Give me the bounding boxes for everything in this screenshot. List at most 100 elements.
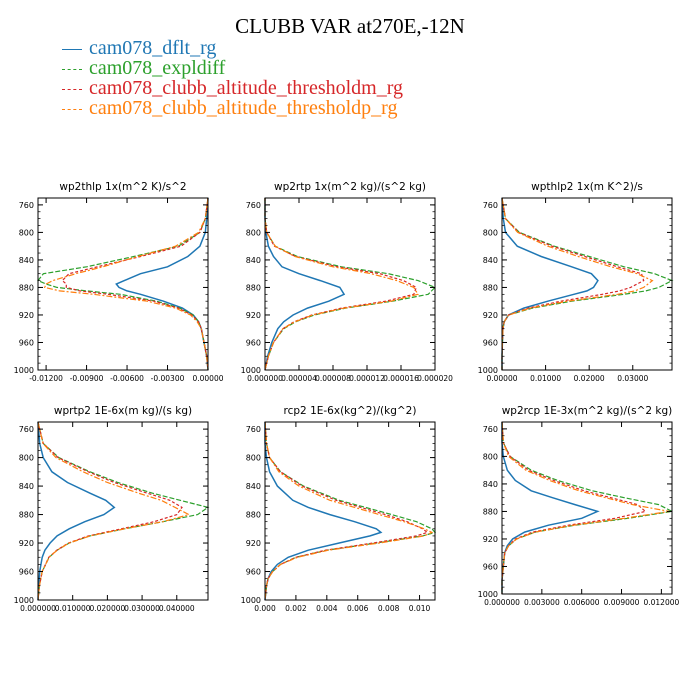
legend-label: cam078_clubb_altitude_thresholdp_rg (89, 97, 398, 119)
y-tick-label: 960 (483, 562, 498, 571)
y-tick-label: 960 (483, 338, 498, 347)
y-tick-label: 760 (19, 201, 34, 210)
plot-frame (501, 197, 673, 371)
y-tick-label: 920 (483, 311, 498, 320)
series-line (61, 197, 209, 371)
y-tick-label: 920 (246, 311, 261, 320)
y-tick-label: 840 (19, 256, 34, 265)
legend-label: cam078_expldiff (89, 57, 226, 79)
x-tick-label: 0.006 (347, 604, 369, 613)
subplot: rcp2 1E-6x(kg^2)/(kg^2) 760 800 840 880 920 96… (241, 405, 437, 613)
series-line (264, 421, 437, 601)
legend-swatch (62, 48, 82, 50)
legend: cam078_dflt_rg cam078_expldiff cam078_cl… (62, 38, 403, 118)
y-tick-label: 880 (19, 283, 34, 292)
x-tick-label: 0.000 (254, 604, 276, 613)
y-tick-label: 880 (483, 283, 498, 292)
figure-title: CLUBB VAR at270E,-12N (235, 14, 465, 38)
x-tick-label: 0.030000 (124, 604, 160, 613)
y-tick-label: 880 (246, 511, 261, 520)
y-tick-label: 800 (19, 454, 34, 463)
plot-frame (264, 421, 436, 601)
x-tick-label: -0.01200 (29, 374, 63, 383)
x-tick-label: 0.000012 (349, 374, 385, 383)
x-tick-label: 0.000008 (315, 374, 351, 383)
y-tick-label: 960 (246, 568, 261, 577)
plot-frame (501, 421, 673, 595)
subplot: wpthlp2 1x(m K^2)/s 760 800 840 880 920 960 100… (478, 181, 674, 383)
y-tick-label: 840 (246, 482, 261, 491)
y-tick-label: 1000 (14, 366, 34, 375)
y-tick-label: 960 (19, 338, 34, 347)
y-tick-label: 800 (19, 228, 34, 237)
legend-item: cam078_expldiff (62, 58, 403, 78)
y-tick-label: 760 (246, 201, 261, 210)
series-line (115, 197, 209, 371)
x-tick-label: -0.00900 (70, 374, 104, 383)
series-line (43, 197, 209, 371)
series-line (501, 197, 654, 370)
x-tick-label: 0.02000 (574, 374, 605, 383)
x-tick-label: 0.040000 (159, 604, 195, 613)
y-tick-label: 760 (483, 201, 498, 210)
legend-label: cam078_clubb_altitude_thresholdm_rg (89, 77, 404, 99)
legend-item: cam078_dflt_rg (62, 38, 403, 58)
y-tick-label: 920 (19, 539, 34, 548)
y-tick-label: 800 (483, 452, 498, 461)
plot-frame (37, 197, 209, 371)
subplot: wp2rtp 1x(m^2 kg)/(s^2 kg) 760 800 840 880 92… (241, 181, 453, 383)
y-tick-label: 1000 (241, 596, 261, 605)
y-tick-label: 760 (483, 425, 498, 434)
series-line (501, 197, 674, 370)
subplot: wprtp2 1E-6x(m kg)/(s kg) 760 800 840 880 920… (14, 405, 210, 613)
y-tick-label: 920 (246, 539, 261, 548)
y-tick-label: 800 (246, 454, 261, 463)
subplot-title: rcp2 1E-6x(kg^2)/(kg^2) (284, 405, 417, 417)
x-tick-label: 0.012000 (643, 598, 679, 607)
plot-frame (264, 197, 436, 371)
x-tick-label: 0.008 (378, 604, 400, 613)
y-tick-label: 960 (19, 568, 34, 577)
subplot-title: wp2rcp 1E-3x(m^2 kg)/(s^2 kg) (502, 405, 673, 417)
y-tick-label: 1000 (478, 590, 498, 599)
y-tick-label: 840 (483, 480, 498, 489)
y-tick-label: 920 (483, 535, 498, 544)
legend-label: cam078_dflt_rg (89, 37, 217, 59)
series-line (37, 421, 210, 601)
series-line (501, 421, 670, 594)
x-tick-label: 0.000016 (383, 374, 419, 383)
x-tick-label: 0.00000 (192, 374, 223, 383)
y-tick-label: 760 (246, 425, 261, 434)
legend-item: cam078_clubb_altitude_thresholdm_rg (62, 78, 403, 98)
series-line (37, 421, 191, 601)
x-tick-label: 0.010000 (55, 604, 91, 613)
series-line (37, 421, 183, 601)
x-tick-label: 0.020000 (89, 604, 125, 613)
legend-item: cam078_clubb_altitude_thresholdp_rg (62, 98, 403, 118)
series-line (264, 421, 429, 601)
subplot: wp2rcp 1E-3x(m^2 kg)/(s^2 kg) 760 800 840 88… (478, 405, 680, 607)
series-line (264, 198, 418, 371)
plot-frame (37, 421, 209, 601)
x-tick-label: -0.00600 (110, 374, 144, 383)
series-line (501, 422, 600, 594)
x-tick-label: 0.003000 (524, 598, 560, 607)
subplot-title: wpthlp2 1x(m K^2)/s (531, 181, 643, 193)
x-tick-label: 0.00000 (486, 374, 517, 383)
series-line (501, 421, 647, 594)
series-line (501, 197, 599, 370)
x-tick-label: -0.00300 (151, 374, 185, 383)
series-line (37, 197, 209, 371)
x-tick-label: 0.000000 (247, 374, 283, 383)
x-tick-label: 0.000004 (281, 374, 317, 383)
y-tick-label: 1000 (14, 596, 34, 605)
x-tick-label: 0.004 (316, 604, 338, 613)
legend-swatch (62, 108, 82, 110)
y-tick-label: 760 (19, 425, 34, 434)
x-tick-label: 0.000000 (20, 604, 56, 613)
legend-swatch (62, 88, 82, 90)
series-line (37, 421, 116, 601)
series-line (264, 198, 346, 371)
x-tick-label: 0.01000 (530, 374, 561, 383)
